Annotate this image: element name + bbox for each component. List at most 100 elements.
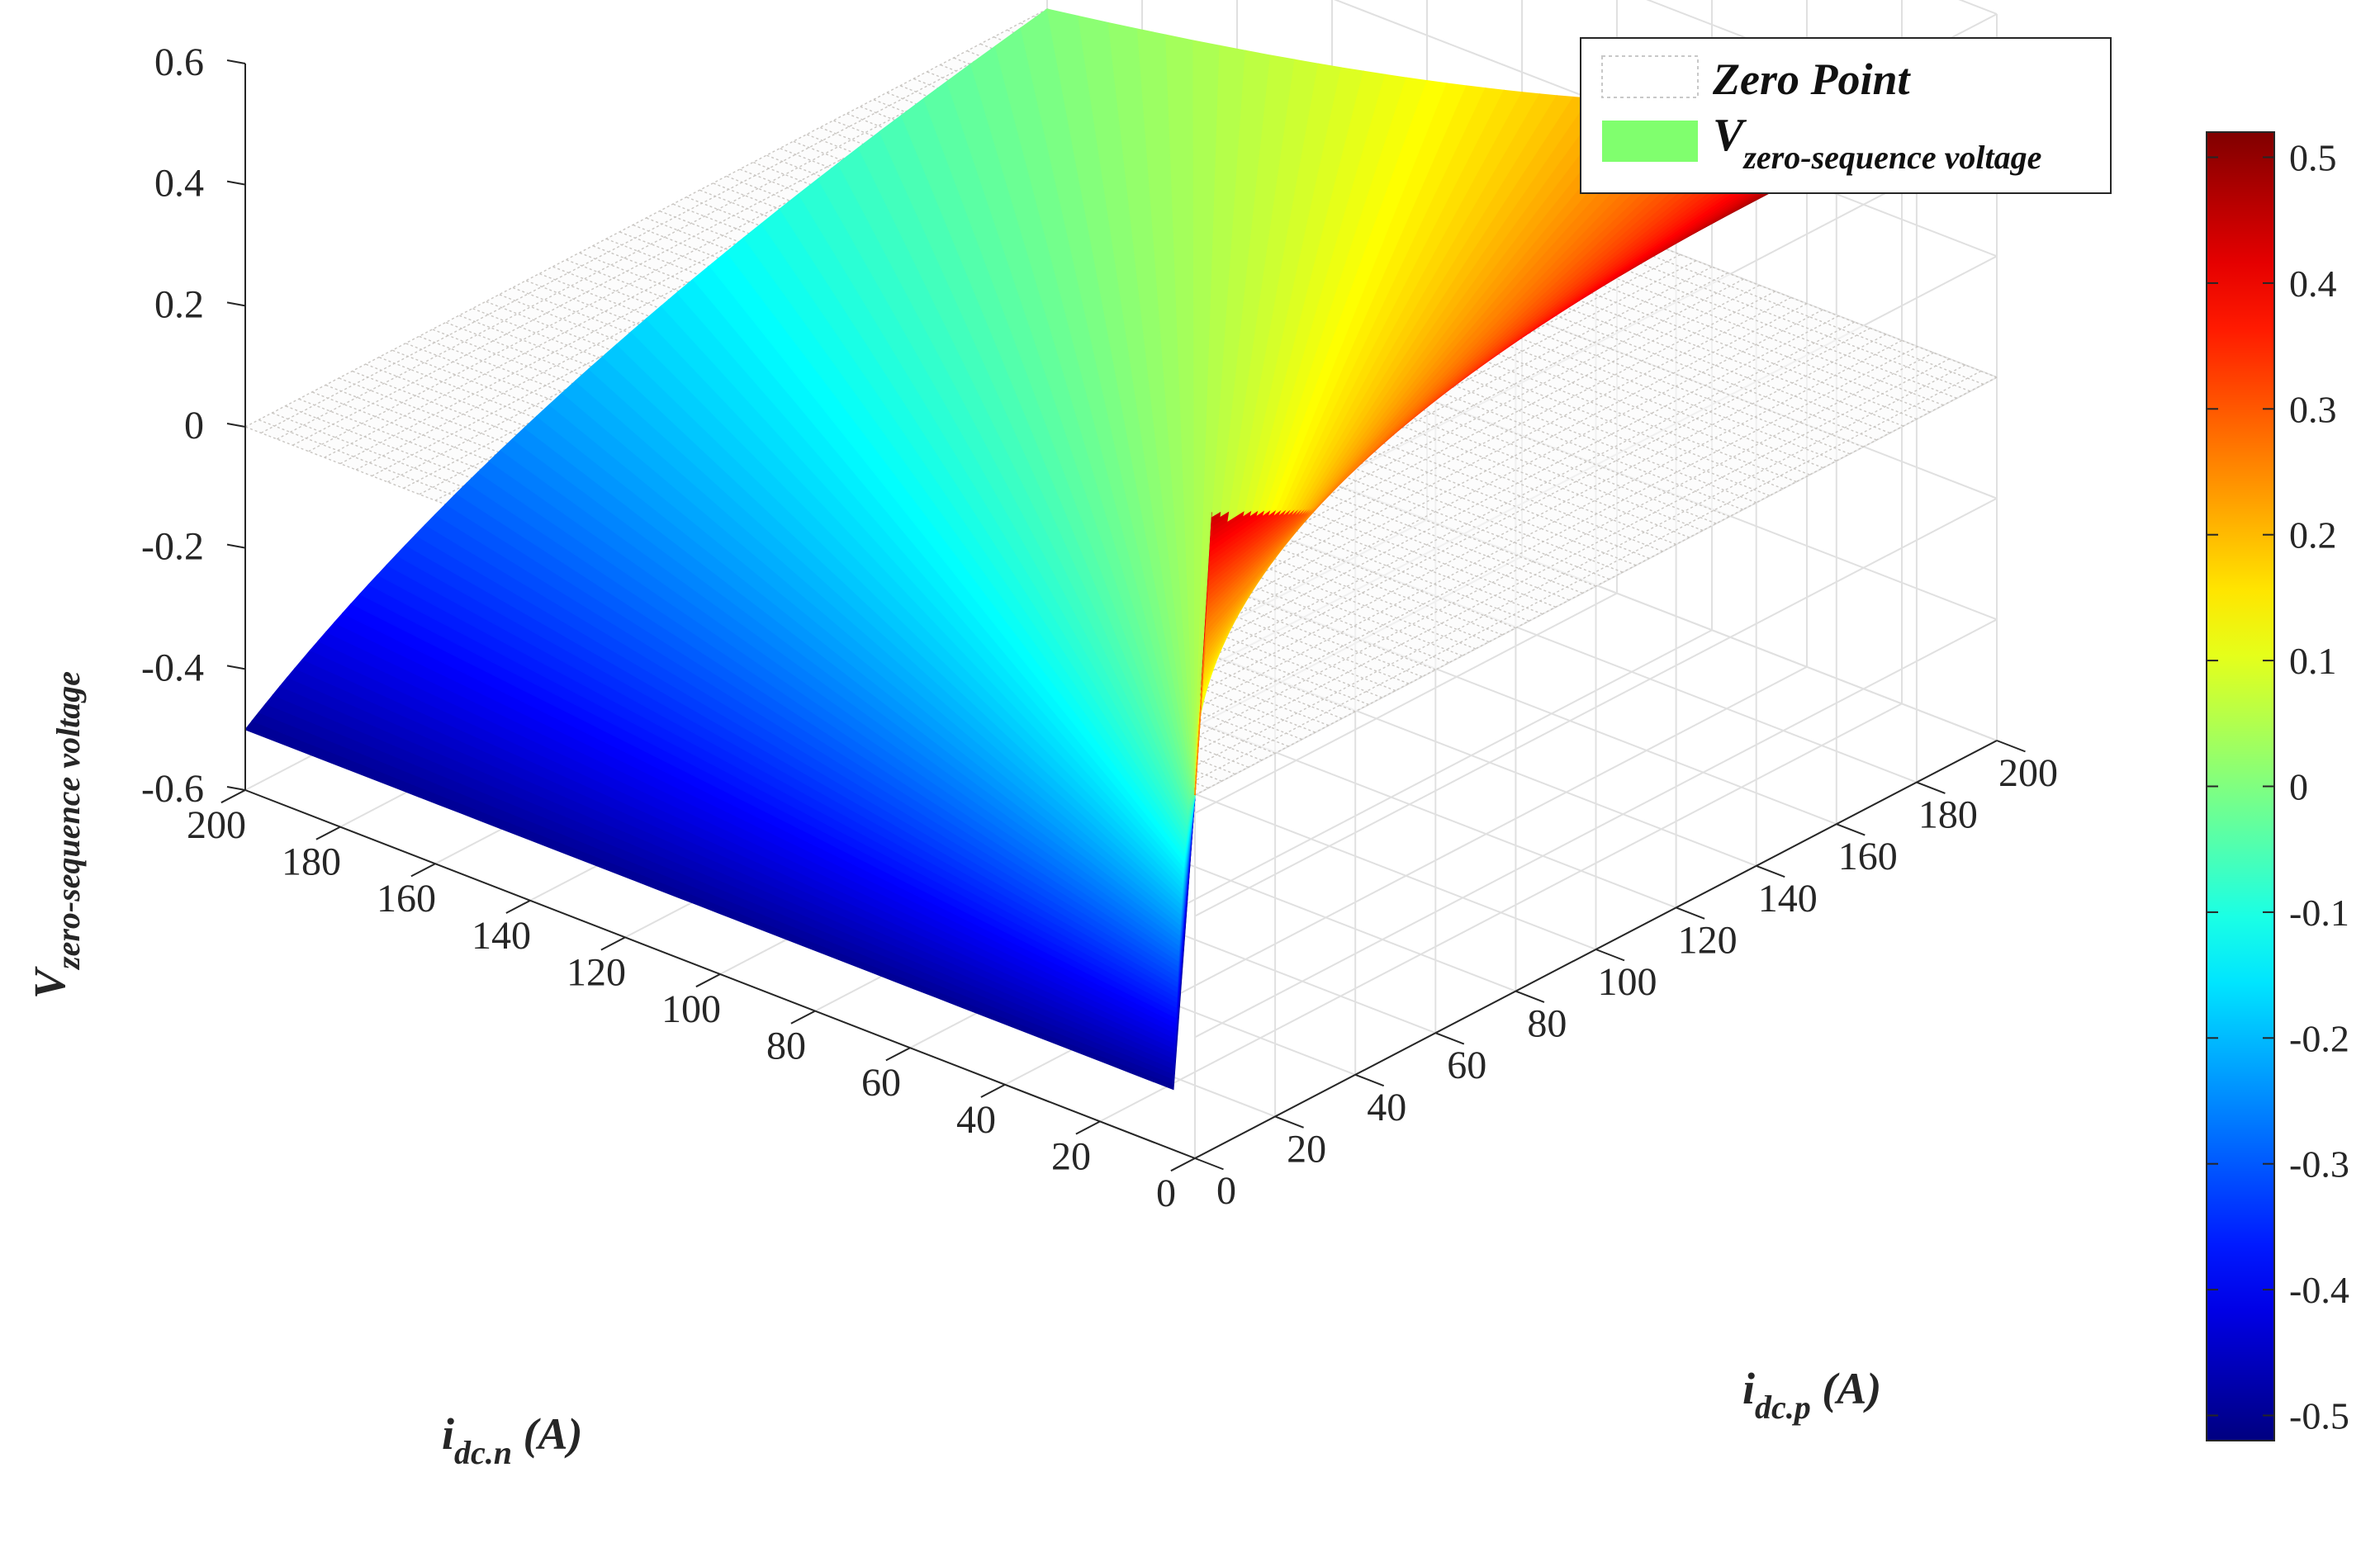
x-axis-title: idc.n (A) (442, 1409, 583, 1471)
colorbar-tick-label: -0.5 (2289, 1395, 2349, 1437)
z-tick (226, 59, 246, 64)
x-axis-title-main: i (442, 1409, 454, 1459)
colorbar-tick-label: -0.2 (2289, 1017, 2349, 1059)
zero-mesh-line (1131, 352, 1934, 771)
x-tick-label: 0 (1156, 1171, 1176, 1215)
z-tick-label: 0 (184, 404, 204, 447)
z-tick (226, 665, 246, 670)
x-axis-title-unit: (A) (512, 1409, 582, 1459)
x-axis-title-sub: dc.n (454, 1434, 512, 1471)
y-tick-label: 60 (1447, 1044, 1486, 1087)
legend-label-zero-point: Zero Point (1712, 54, 1911, 104)
y-axis-title-unit: (A) (1811, 1364, 1881, 1413)
colorbar-tick-label: 0.1 (2289, 640, 2337, 682)
y-tick-label: 180 (1918, 793, 1978, 837)
y-tick (1595, 949, 1625, 962)
y-tick (1434, 1032, 1465, 1045)
y-axis-title: idc.p (A) (1742, 1364, 1881, 1426)
x-tick-label: 40 (956, 1098, 996, 1142)
z-axis-title: Vzero-sequence voltage (25, 671, 87, 999)
z-tick-label: 0.2 (154, 282, 204, 326)
y-tick-label: 140 (1758, 877, 1818, 921)
y-tick (1916, 781, 1946, 794)
x-tick (695, 973, 721, 988)
x-tick-label: 20 (1051, 1134, 1091, 1178)
z-tick (226, 301, 246, 307)
axis-labels: idc.n (A)idc.p (A)Vzero-sequence voltage (25, 671, 1881, 1471)
zero-mesh-line (260, 14, 1064, 434)
x-tick-label: 100 (661, 987, 721, 1031)
y-tick-label: 200 (1998, 751, 2058, 795)
x-tick (410, 863, 436, 878)
y-tick (1676, 906, 1705, 920)
x-tick (220, 789, 246, 804)
y-tick-label: 160 (1838, 835, 1898, 878)
y-tick (1836, 823, 1866, 836)
colorbar-tick-label: -0.1 (2289, 892, 2349, 934)
y-tick-label: 80 (1527, 1002, 1567, 1046)
z-axis-title-main: V (25, 966, 74, 999)
x-tick-label: 180 (282, 840, 341, 884)
z-tick (226, 180, 246, 186)
y-tick-label: 20 (1287, 1127, 1326, 1171)
z-tick-label: -0.2 (141, 525, 204, 569)
y-tick (1996, 740, 2026, 753)
axes: 0 20 40 60 80 100 120 140 160 180 200 0 20 40 60 80 100 1… (141, 40, 2058, 1215)
x-tick (315, 826, 341, 840)
colorbar-tick-label: 0.2 (2289, 514, 2337, 556)
colorbar: -0.5 -0.4 -0.3 -0.2 -0.1 0 0.1 0.2 0.3 0.4 0.5 (2206, 131, 2349, 1441)
x-tick-label: 120 (567, 950, 626, 994)
z-tick-label: -0.6 (141, 767, 204, 811)
z-tick (226, 786, 246, 791)
y-tick (1274, 1115, 1304, 1129)
zero-mesh-line (1099, 339, 1903, 760)
legend-swatch-voltage (1602, 121, 1698, 162)
x-tick (885, 1047, 911, 1062)
legend-label-voltage-sub: zero-sequence voltage (1742, 139, 2041, 176)
colorbar-tick-label: -0.3 (2289, 1143, 2349, 1186)
z-tick-label: -0.4 (141, 646, 204, 689)
legend-label-voltage-main: V (1713, 110, 1747, 161)
legend: Zero Point Vzero-sequence voltage (1580, 37, 2112, 194)
colorbar-tick-label: 0.3 (2289, 388, 2337, 430)
z-tick-label: 0.4 (154, 162, 204, 206)
zero-mesh-line (1163, 364, 1965, 783)
legend-swatch-zero-point (1601, 55, 1699, 98)
colorbar-tick-label: 0.4 (2289, 263, 2337, 305)
z-tick (226, 543, 246, 549)
y-tick (1515, 990, 1545, 1003)
y-tick (1194, 1157, 1224, 1171)
z-tick-label: 0.6 (154, 40, 204, 84)
x-tick (980, 1083, 1006, 1098)
x-tick-label: 140 (472, 914, 531, 958)
z-axis-title-sub: zero-sequence voltage (50, 671, 87, 971)
y-tick-label: 100 (1598, 960, 1657, 1004)
y-tick-label: 120 (1678, 918, 1738, 962)
x-tick (1075, 1120, 1101, 1135)
y-tick (1354, 1073, 1385, 1087)
x-tick-label: 200 (187, 803, 246, 847)
colorbar-tick-label: 0.5 (2289, 136, 2337, 178)
x-tick (505, 899, 531, 914)
x-tick-label: 80 (766, 1025, 806, 1068)
x-tick-label: 160 (377, 877, 436, 921)
y-tick (1756, 864, 1785, 878)
grid-line (1334, 0, 1998, 258)
legend-box (1580, 37, 2112, 194)
zero-mesh-line (244, 8, 1048, 428)
x-tick (790, 1010, 816, 1025)
colorbar-tick-label: -0.4 (2289, 1269, 2349, 1311)
voltage-surface (244, 7, 1998, 1091)
y-tick-label: 0 (1216, 1169, 1236, 1213)
y-tick-label: 40 (1367, 1086, 1406, 1129)
zero-mesh-line (1083, 334, 1887, 753)
y-axis-title-sub: dc.p (1755, 1389, 1811, 1426)
y-axis-title-main: i (1742, 1364, 1755, 1413)
legend-label-voltage: Vzero-sequence voltage (1713, 110, 2041, 176)
x-tick (600, 936, 626, 951)
z-tick (226, 423, 246, 428)
colorbar-tick-label: 0 (2289, 766, 2308, 808)
x-tick (1170, 1157, 1196, 1172)
x-tick-label: 60 (861, 1061, 901, 1105)
